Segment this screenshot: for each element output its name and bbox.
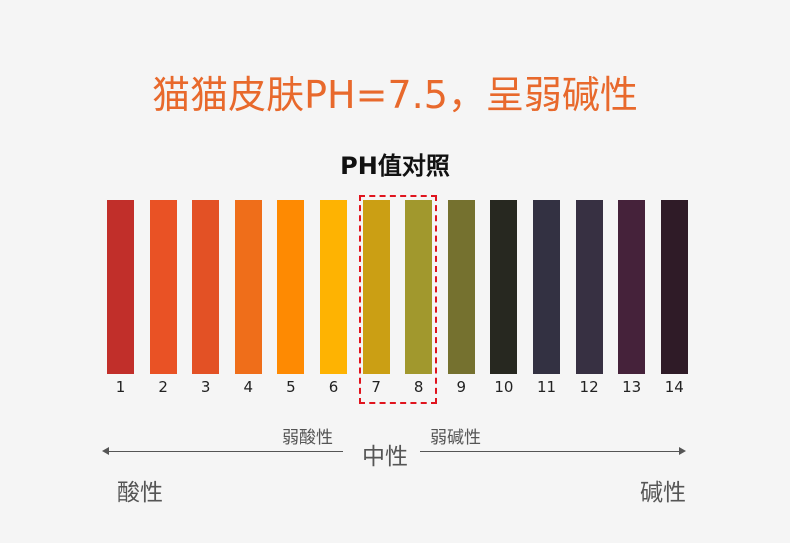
ph-label: 6 — [328, 378, 339, 396]
headline: 猫猫皮肤PH=7.5，呈弱碱性 — [152, 73, 638, 117]
ph-label: 9 — [456, 378, 467, 396]
ph-bar-5 — [277, 200, 305, 374]
ph-label: 14 — [664, 378, 684, 396]
base-label: 碱性 — [640, 480, 686, 506]
ph-bar-2 — [149, 200, 177, 374]
ph-label: 2 — [158, 378, 168, 396]
arrow-right-icon — [679, 447, 686, 455]
ph-label: 13 — [622, 378, 642, 396]
ph-bar-11 — [533, 200, 560, 374]
acid-label: 酸性 — [117, 480, 163, 506]
axis-line-left — [108, 451, 343, 452]
ph-label: 4 — [243, 378, 254, 396]
neutral-label: 中性 — [362, 444, 408, 470]
weak-base-label: 弱碱性 — [430, 428, 481, 448]
ph-label: 10 — [494, 378, 514, 396]
ph-bar-7 — [362, 200, 390, 374]
ph-bar-8 — [405, 200, 433, 374]
ph-bar-6 — [320, 200, 347, 374]
ph-bar-1 — [107, 200, 134, 374]
ph-label: 11 — [536, 378, 557, 396]
arrow-left-icon — [102, 447, 109, 455]
ph-label: 8 — [413, 378, 424, 396]
axis-line-right — [420, 451, 680, 452]
ph-label: 7 — [371, 378, 381, 396]
ph-label: 3 — [200, 378, 211, 396]
ph-bar-3 — [192, 200, 220, 374]
ph-bar-4 — [234, 200, 262, 374]
ph-label: 5 — [286, 378, 296, 396]
ph-label: 12 — [579, 378, 599, 396]
ph-bar-10 — [490, 200, 518, 374]
chart-title: PH值对照 — [340, 152, 450, 180]
highlight-box — [359, 195, 437, 404]
ph-bar-13 — [618, 200, 646, 374]
ph-bar-14 — [660, 200, 688, 374]
ph-bar-12 — [575, 200, 603, 374]
weak-acid-label: 弱酸性 — [282, 428, 333, 448]
ph-label: 1 — [115, 378, 126, 396]
ph-bar-9 — [447, 200, 475, 374]
